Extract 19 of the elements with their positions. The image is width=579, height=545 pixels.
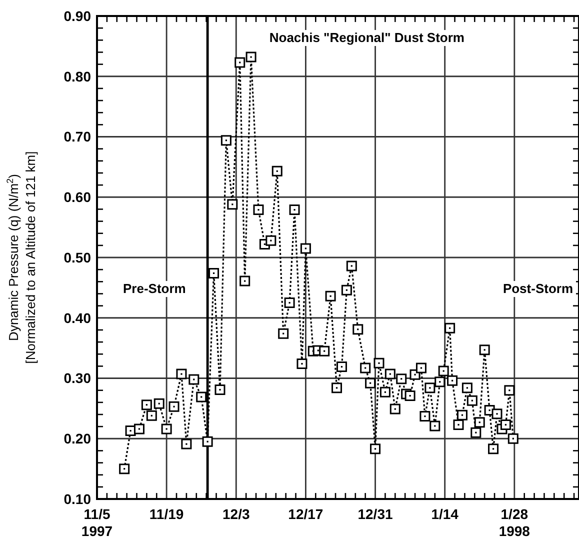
y-tick-label: 0.10 — [64, 490, 92, 507]
y-tick-label: 0.90 — [64, 8, 92, 24]
y-tick-label: 0.80 — [64, 68, 92, 84]
y-tick-label: 0.70 — [64, 128, 92, 145]
y-tick-label: 0.50 — [64, 249, 92, 266]
x-tick-label: 1/14 — [431, 506, 459, 522]
x-tick-label: 11/19 — [149, 506, 184, 522]
x-tick-label: 12/17 — [288, 506, 324, 522]
x-tick-label: 1/28 1998 — [498, 506, 530, 539]
x-tick-label: 12/3 — [222, 506, 250, 522]
x-tick-label: 11/5 1997 — [81, 506, 113, 539]
annotation: Post-Storm — [502, 281, 573, 296]
x-tick-label: 12/31 — [358, 506, 393, 522]
y-tick-label: 0.30 — [64, 370, 92, 386]
y-tick-label: 0.60 — [64, 189, 92, 206]
y-tick-label: 0.40 — [64, 310, 92, 326]
annotation: Pre-Storm — [123, 281, 186, 296]
annotation: Noachis "Regional" Dust Storm — [269, 30, 464, 45]
y-tick-label: 0.20 — [64, 430, 92, 447]
